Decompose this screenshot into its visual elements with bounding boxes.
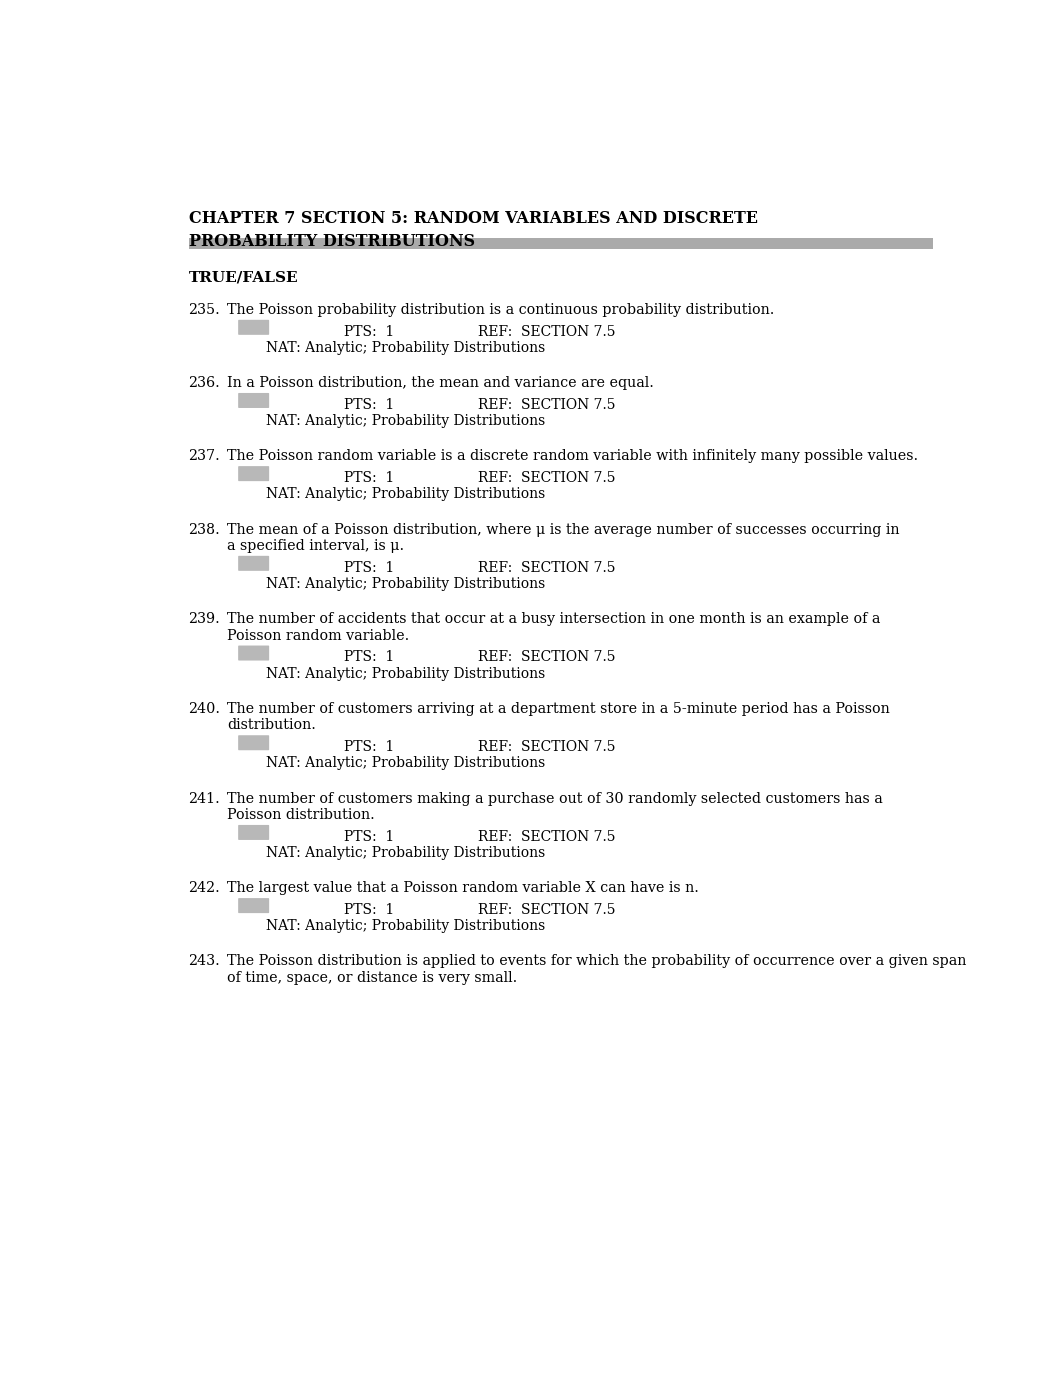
Text: REF:  SECTION 7.5: REF: SECTION 7.5 [478,398,615,412]
FancyBboxPatch shape [238,825,269,840]
Text: NAT: Analytic; Probability Distributions: NAT: Analytic; Probability Distributions [267,414,545,428]
Text: NAT: Analytic; Probability Distributions: NAT: Analytic; Probability Distributions [267,918,545,934]
Text: In a Poisson distribution, the mean and variance are equal.: In a Poisson distribution, the mean and … [227,376,654,390]
Text: PTS:  1: PTS: 1 [343,471,394,485]
Bar [189,238,932,249]
Text: 235.: 235. [189,303,220,317]
Text: PROBABILITY DISTRIBUTIONS: PROBABILITY DISTRIBUTIONS [189,233,475,251]
Text: PTS:  1: PTS: 1 [343,650,394,664]
Text: REF:  SECTION 7.5: REF: SECTION 7.5 [478,903,615,917]
Text: PTS:  1: PTS: 1 [343,560,394,574]
Text: a specified interval, is μ.: a specified interval, is μ. [227,538,405,554]
Text: Poisson random variable.: Poisson random variable. [227,629,410,643]
Text: The number of customers arriving at a department store in a 5-minute period has : The number of customers arriving at a de… [227,702,890,716]
Text: The mean of a Poisson distribution, where μ is the average number of successes o: The mean of a Poisson distribution, wher… [227,522,900,537]
Text: TRUE/FALSE: TRUE/FALSE [189,271,298,285]
FancyBboxPatch shape [238,556,269,571]
Text: NAT: Analytic; Probability Distributions: NAT: Analytic; Probability Distributions [267,340,545,355]
Text: The largest value that a Poisson random variable X can have is n.: The largest value that a Poisson random … [227,881,699,895]
Text: 240.: 240. [189,702,221,716]
Text: 239.: 239. [189,613,220,627]
Text: The number of accidents that occur at a busy intersection in one month is an exa: The number of accidents that occur at a … [227,613,880,627]
Text: REF:  SECTION 7.5: REF: SECTION 7.5 [478,739,615,755]
Text: of time, space, or distance is very small.: of time, space, or distance is very smal… [227,971,517,985]
Text: REF:  SECTION 7.5: REF: SECTION 7.5 [478,830,615,844]
Text: NAT: Analytic; Probability Distributions: NAT: Analytic; Probability Distributions [267,577,545,591]
Text: 238.: 238. [189,522,220,537]
Text: 237.: 237. [189,449,220,464]
Text: The Poisson random variable is a discrete random variable with infinitely many p: The Poisson random variable is a discret… [227,449,919,464]
Text: Poisson distribution.: Poisson distribution. [227,808,375,822]
Text: REF:  SECTION 7.5: REF: SECTION 7.5 [478,560,615,574]
FancyBboxPatch shape [238,646,269,661]
Text: NAT: Analytic; Probability Distributions: NAT: Analytic; Probability Distributions [267,487,545,501]
Text: The number of customers making a purchase out of 30 randomly selected customers : The number of customers making a purchas… [227,792,883,806]
Text: CHAPTER 7 SECTION 5: RANDOM VARIABLES AND DISCRETE: CHAPTER 7 SECTION 5: RANDOM VARIABLES AN… [189,209,757,227]
Text: The Poisson probability distribution is a continuous probability distribution.: The Poisson probability distribution is … [227,303,774,317]
Text: 243.: 243. [189,954,220,968]
Text: 236.: 236. [189,376,220,390]
Text: REF:  SECTION 7.5: REF: SECTION 7.5 [478,325,615,339]
FancyBboxPatch shape [238,898,269,913]
FancyBboxPatch shape [238,392,269,408]
Text: distribution.: distribution. [227,719,316,733]
Text: 241.: 241. [189,792,220,806]
Text: PTS:  1: PTS: 1 [343,739,394,755]
Text: NAT: Analytic; Probability Distributions: NAT: Analytic; Probability Distributions [267,756,545,770]
Text: PTS:  1: PTS: 1 [343,830,394,844]
FancyBboxPatch shape [238,467,269,481]
FancyBboxPatch shape [238,319,269,335]
Text: 242.: 242. [189,881,220,895]
FancyBboxPatch shape [238,735,269,750]
Text: NAT: Analytic; Probability Distributions: NAT: Analytic; Probability Distributions [267,666,545,680]
Text: PTS:  1: PTS: 1 [343,325,394,339]
Text: REF:  SECTION 7.5: REF: SECTION 7.5 [478,471,615,485]
Text: PTS:  1: PTS: 1 [343,398,394,412]
Text: The Poisson distribution is applied to events for which the probability of occur: The Poisson distribution is applied to e… [227,954,966,968]
Text: NAT: Analytic; Probability Distributions: NAT: Analytic; Probability Distributions [267,845,545,859]
Text: REF:  SECTION 7.5: REF: SECTION 7.5 [478,650,615,664]
Text: PTS:  1: PTS: 1 [343,903,394,917]
